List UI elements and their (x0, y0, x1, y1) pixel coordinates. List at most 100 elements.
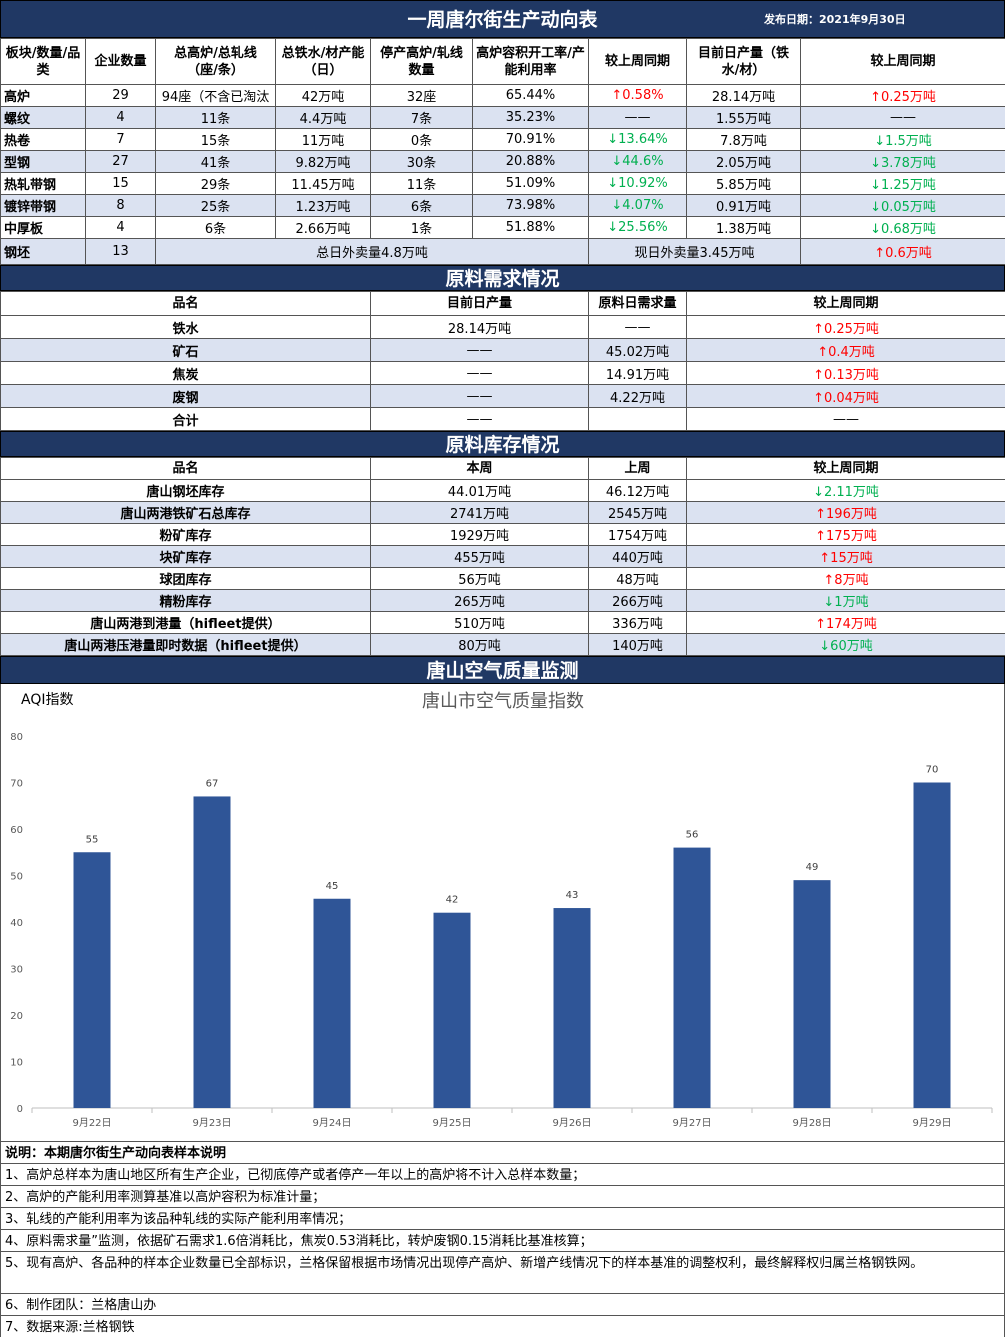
cell: 高炉 (0, 84, 86, 107)
cell: 废钢 (0, 384, 371, 408)
cell: 2545万吨 (588, 501, 687, 524)
cell: 455万吨 (370, 545, 589, 568)
row: 型钢 27 41条 9.82万吨 30条 20.88% ↓44.6% 2.05万吨 ↓3.78万… (0, 150, 1005, 173)
cell: 1.55万吨 (686, 106, 801, 129)
cell: 7 (85, 128, 156, 151)
cell: ↑15万吨 (686, 545, 1005, 568)
row: 废钢 —— 4.22万吨 ↑0.04万吨 (0, 384, 1005, 408)
row: 粉矿库存 1929万吨 1754万吨 ↑175万吨 (0, 523, 1005, 546)
row: 螺纹 4 11条 4.4万吨 7条 35.23% —— 1.55万吨 —— (0, 106, 1005, 129)
row: 热轧带钢 15 29条 11.45万吨 11条 51.09% ↓10.92% 5.85万吨 ↓1… (0, 172, 1005, 195)
cell: ↓0.05万吨 (800, 194, 1005, 217)
header-cell: 板块/数量/品类 (0, 38, 86, 85)
value-label: 42 (446, 895, 459, 906)
row: 铁水 28.14万吨 —— ↑0.25万吨 (0, 315, 1005, 339)
row: 唐山两港铁矿石总库存 2741万吨 2545万吨 ↑196万吨 (0, 501, 1005, 524)
header-cell: 较上周同期 (800, 38, 1005, 85)
row: 唐山钢坯库存 44.01万吨 46.12万吨 ↓2.11万吨 (0, 479, 1005, 502)
y-tick-label: 50 (10, 872, 23, 883)
header: 一周唐尔街生产动向表 发布日期：2021年9月30日 (0, 0, 1005, 38)
cell: 5.85万吨 (686, 172, 801, 195)
cell: 8 (85, 194, 156, 217)
cell: 4 (85, 106, 156, 129)
cell: ↑0.25万吨 (800, 84, 1005, 107)
section-title: 原料库存情况 (0, 431, 1005, 457)
cell: 11万吨 (275, 128, 371, 151)
cell: 30条 (370, 150, 473, 173)
cell: —— (588, 106, 687, 129)
cell: ↓2.11万吨 (686, 479, 1005, 502)
header-cell: 较上周同期 (686, 457, 1005, 480)
x-tick-label: 9月23日 (192, 1117, 231, 1129)
date: 发布日期：2021年9月30日 (764, 13, 906, 26)
row: 唐山两港压港量即时数据（hifleet提供） 80万吨 140万吨 ↓60万吨 (0, 633, 1005, 656)
header-cell: 高炉容积开工率/产能利用率 (472, 38, 589, 85)
note: 3、轧线的产能利用率为该品种轧线的实际产能利用率情况； (0, 1208, 1005, 1230)
header-row: 品名 目前日产量 原料日需求量 较上周同期 (0, 291, 1005, 316)
cell: 11条 (370, 172, 473, 195)
header-cell: 停产高炉/轧线数量 (370, 38, 473, 85)
cell: 20.88% (472, 150, 589, 173)
cell: ↑0.25万吨 (686, 315, 1005, 339)
cell: 1929万吨 (370, 523, 589, 546)
cell: 2741万吨 (370, 501, 589, 524)
cell: 11.45万吨 (275, 172, 371, 195)
cell: 336万吨 (588, 611, 687, 634)
cell: 唐山两港到港量（hifleet提供） (0, 611, 371, 634)
demand-table: 品名 目前日产量 原料日需求量 较上周同期 铁水 28.14万吨 —— ↑0.25万吨 矿石 ——… (0, 291, 1005, 431)
note: 5、现有高炉、各品种的样本企业数量已全部标识，兰格保留根据市场情况出现停产高炉、… (0, 1252, 1005, 1294)
bar (793, 880, 831, 1108)
row: 中厚板 4 6条 2.66万吨 1条 51.88% ↓25.56% 1.38万吨 ↓0.68万吨 (0, 216, 1005, 239)
cell: 铁水 (0, 315, 371, 339)
cell: 唐山钢坯库存 (0, 479, 371, 502)
cell: 51.88% (472, 216, 589, 239)
cell: 2.66万吨 (275, 216, 371, 239)
row: 矿石 —— 45.02万吨 ↑0.4万吨 (0, 338, 1005, 362)
header-cell: 较上周同期 (588, 38, 687, 85)
cell: 56万吨 (370, 567, 589, 590)
cell: 0条 (370, 128, 473, 151)
value-label: 70 (926, 765, 939, 776)
row: 高炉 29 94座（不含已淘汰 42万吨 32座 65.44% ↑0.58% 28.14万吨 ↑… (0, 84, 1005, 107)
cell (588, 407, 687, 431)
cell: 28.14万吨 (370, 315, 589, 339)
row: 钢坯 13 总日外卖量4.8万吨 现日外卖量3.45万吨 ↑0.6万吨 (0, 238, 1005, 265)
header-row: 品名 本周 上周 较上周同期 (0, 457, 1005, 480)
y-axis-label: AQI指数 (21, 692, 73, 708)
cell: 4.4万吨 (275, 106, 371, 129)
cell: 现日外卖量3.45万吨 (588, 238, 801, 265)
x-tick-label: 9月22日 (72, 1117, 111, 1129)
cell: ↓13.64% (588, 128, 687, 151)
cell: 51.09% (472, 172, 589, 195)
y-tick-label: 20 (10, 1011, 23, 1022)
title: 一周唐尔街生产动向表 (407, 9, 598, 31)
cell: 7条 (370, 106, 473, 129)
note: 7、数据来源:兰格钢铁 (0, 1316, 1005, 1337)
header-row: 板块/数量/品类 企业数量 总高炉/总轧线（座/条） 总铁水/材产能（日） 停产高炉/轧… (0, 38, 1005, 85)
header-cell: 品名 (0, 291, 371, 316)
value-label: 49 (806, 862, 819, 873)
cell: —— (588, 315, 687, 339)
cell: 46.12万吨 (588, 479, 687, 502)
cell: ↑0.04万吨 (686, 384, 1005, 408)
cell: 矿石 (0, 338, 371, 362)
cell: 镀锌带钢 (0, 194, 86, 217)
production-table: 板块/数量/品类 企业数量 总高炉/总轧线（座/条） 总铁水/材产能（日） 停产高炉/轧… (0, 38, 1005, 265)
chart-title: 唐山市空气质量指数 (422, 691, 584, 712)
cell: 44.01万吨 (370, 479, 589, 502)
cell: 螺纹 (0, 106, 86, 129)
cell: ↓3.78万吨 (800, 150, 1005, 173)
cell: 14.91万吨 (588, 361, 687, 385)
bar (673, 847, 711, 1108)
cell: 块矿库存 (0, 545, 371, 568)
cell: 中厚板 (0, 216, 86, 239)
section-title: 原料需求情况 (0, 265, 1005, 291)
cell: 4.22万吨 (588, 384, 687, 408)
cell: 25条 (155, 194, 276, 217)
header-cell: 目前日产量 (370, 291, 589, 316)
cell: 6条 (155, 216, 276, 239)
cell: 6条 (370, 194, 473, 217)
cell: 7.8万吨 (686, 128, 801, 151)
section-title: 唐山空气质量监测 (0, 656, 1005, 684)
